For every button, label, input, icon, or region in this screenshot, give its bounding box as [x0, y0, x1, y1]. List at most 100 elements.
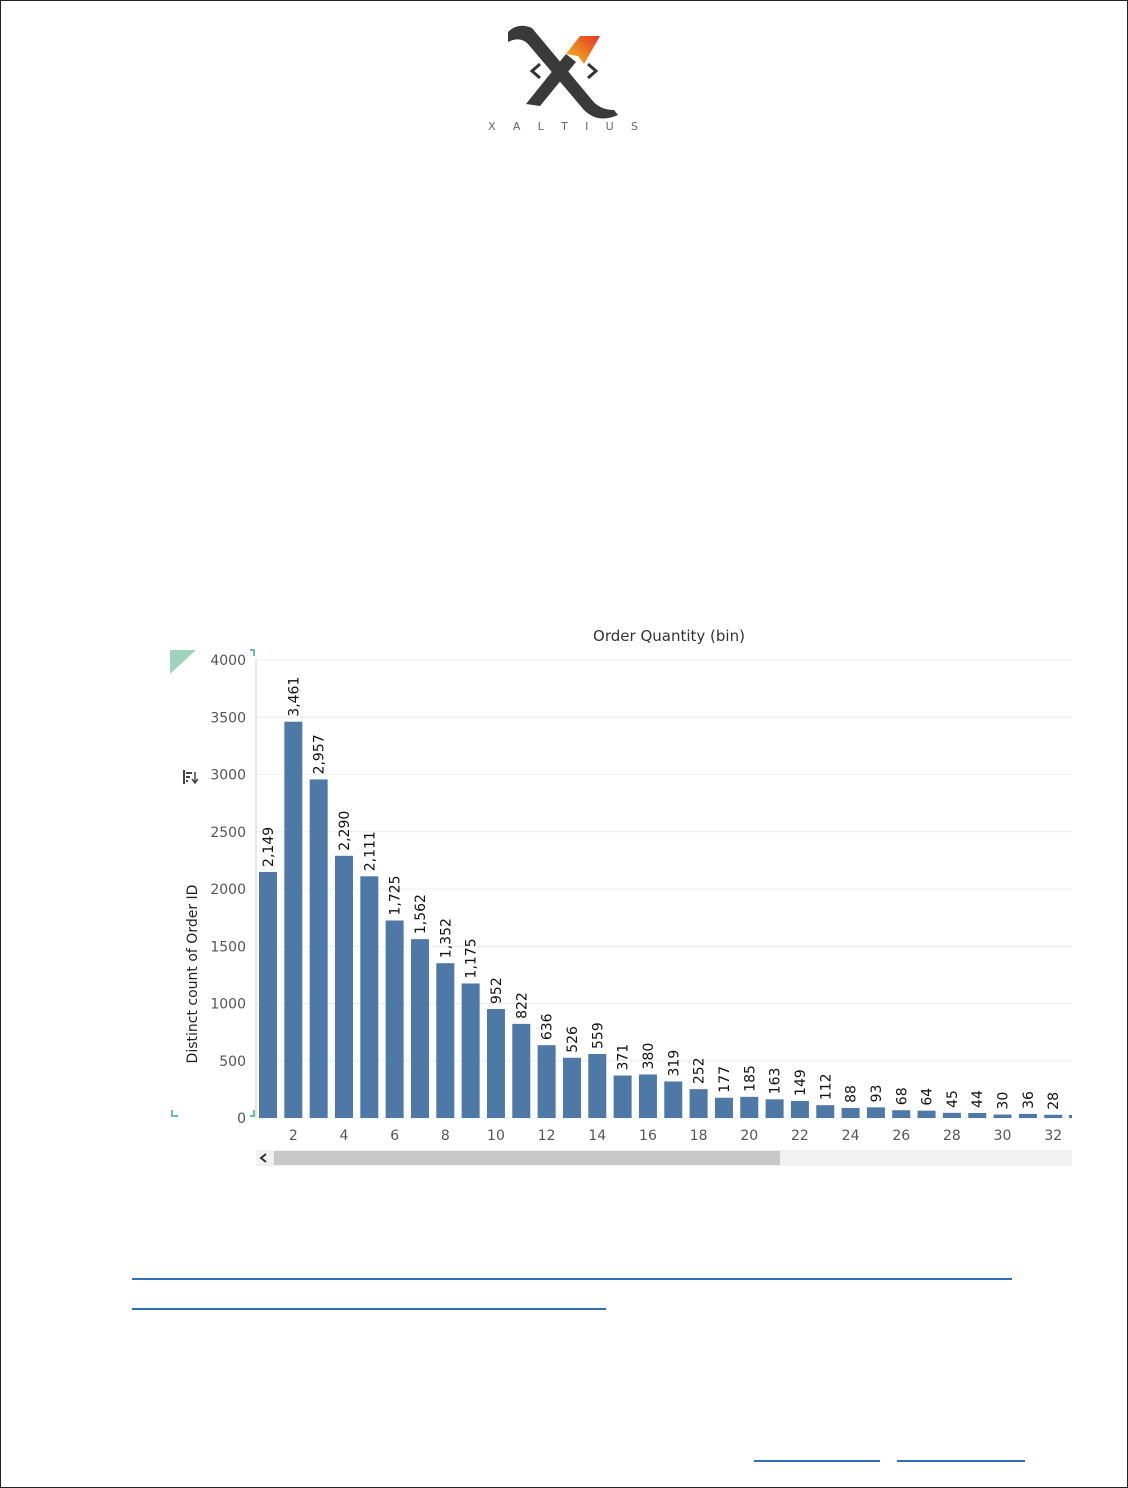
bar-data-label: 3,461: [286, 677, 302, 717]
bar-data-label: 1,175: [464, 938, 480, 978]
bar-data-label: 252: [692, 1057, 708, 1084]
bar-data-label: 68: [894, 1087, 910, 1105]
histogram-bar[interactable]: [765, 1099, 784, 1118]
x-tick-label: 8: [441, 1128, 450, 1144]
bar-data-label: 36: [1021, 1091, 1037, 1109]
bar-data-label: 88: [844, 1085, 860, 1103]
bar-data-label: 380: [641, 1043, 657, 1070]
histogram-bar[interactable]: [968, 1112, 987, 1118]
bar-data-label: 45: [945, 1090, 961, 1108]
y-tick-label: 3000: [210, 768, 246, 784]
selection-marker-icon: [170, 650, 196, 674]
bar-data-label: 952: [489, 977, 505, 1004]
scrollbar-thumb[interactable]: [274, 1151, 780, 1165]
histogram-bar[interactable]: [436, 963, 455, 1118]
histogram-bar[interactable]: [816, 1105, 835, 1118]
histogram-bar[interactable]: [461, 983, 480, 1118]
y-tick-label: 3500: [210, 710, 246, 726]
bar-data-label: 44: [970, 1090, 986, 1108]
link-underline[interactable]: [897, 1460, 1025, 1462]
bar-data-label: 93: [869, 1085, 885, 1103]
histogram-bar[interactable]: [410, 939, 429, 1118]
histogram-bar[interactable]: [892, 1110, 911, 1118]
scroll-left-icon[interactable]: [259, 1153, 267, 1163]
histogram-bar[interactable]: [284, 721, 303, 1118]
histogram-bar[interactable]: [714, 1097, 733, 1118]
histogram-bar[interactable]: [917, 1110, 936, 1118]
x-tick-label: 30: [994, 1128, 1012, 1144]
bar-data-label: 30: [996, 1092, 1012, 1110]
chart-title: Order Quantity (bin): [593, 627, 745, 645]
x-tick-label: 14: [588, 1128, 606, 1144]
histogram-bar[interactable]: [689, 1089, 708, 1118]
bar-data-label: 559: [590, 1022, 606, 1049]
histogram-bar[interactable]: [259, 871, 277, 1118]
x-tick-label: 24: [842, 1128, 860, 1144]
link-underline[interactable]: [754, 1460, 880, 1462]
bar-data-label: 64: [920, 1088, 936, 1106]
y-tick-label: 4000: [210, 653, 246, 669]
bar-data-label: 2,149: [261, 827, 277, 867]
corner-bracket-icon: [171, 1110, 178, 1117]
histogram-bar[interactable]: [512, 1023, 531, 1118]
histogram-bar[interactable]: [613, 1075, 632, 1118]
y-tick-label: 500: [219, 1054, 246, 1070]
xaltius-logo: [508, 25, 618, 119]
histogram-chart: Order Quantity (bin) 0 500 1000 1500 2000 250…: [160, 620, 1080, 1180]
sort-icon[interactable]: [183, 770, 199, 785]
x-tick-label: 22: [791, 1128, 809, 1144]
bar-data-label: 163: [768, 1068, 784, 1095]
histogram-bar[interactable]: [385, 920, 404, 1118]
histogram-bar[interactable]: [309, 779, 328, 1118]
y-tick-label: 0: [237, 1111, 246, 1127]
bar-data-label: 2,957: [312, 734, 328, 774]
histogram-bar[interactable]: [1044, 1114, 1063, 1118]
x-tick-label: 2: [289, 1128, 298, 1144]
histogram-bar[interactable]: [486, 1008, 505, 1118]
x-tick-label: 20: [740, 1128, 758, 1144]
link-underline[interactable]: [132, 1278, 1012, 1280]
bar-data-label: 185: [742, 1065, 758, 1092]
x-tick-label: 6: [390, 1128, 399, 1144]
bar-data-label: 177: [717, 1066, 733, 1093]
histogram-bar[interactable]: [942, 1112, 961, 1118]
x-tick-label: 16: [639, 1128, 657, 1144]
histogram-bar[interactable]: [1018, 1113, 1037, 1118]
histogram-bar[interactable]: [740, 1096, 759, 1118]
bar-data-label: 2,290: [337, 811, 353, 851]
corner-bracket-icon: [250, 1110, 255, 1117]
histogram-bar[interactable]: [638, 1074, 657, 1118]
y-tick-label: 2000: [210, 882, 246, 898]
x-tick-label: 26: [892, 1128, 910, 1144]
bar-data-label: 822: [514, 992, 530, 1019]
bar-data-label: 28: [1046, 1092, 1062, 1110]
histogram-bar[interactable]: [993, 1114, 1012, 1118]
histogram-bar[interactable]: [562, 1057, 581, 1118]
histogram-bar[interactable]: [334, 855, 353, 1118]
link-underline[interactable]: [132, 1308, 606, 1310]
histogram-bar[interactable]: [841, 1107, 860, 1118]
histogram-bar[interactable]: [664, 1081, 683, 1118]
bar-data-label: 2,111: [362, 831, 378, 871]
x-tick-label: 12: [538, 1128, 556, 1144]
x-tick-label: 28: [943, 1128, 961, 1144]
bar-data-label: 112: [818, 1073, 834, 1100]
bar-data-label: 526: [565, 1026, 581, 1053]
bar-data-label: 1,352: [438, 918, 454, 958]
histogram-bar[interactable]: [537, 1045, 556, 1118]
y-tick-label: 2500: [210, 825, 246, 841]
histogram-bar-partial: [1069, 1115, 1072, 1118]
histogram-bar[interactable]: [866, 1107, 885, 1118]
x-tick-label: 18: [690, 1128, 708, 1144]
bar-data-label: 636: [540, 1013, 556, 1040]
bar-data-label: 319: [666, 1050, 682, 1077]
x-tick-label: 32: [1044, 1128, 1062, 1144]
bar-data-label: 149: [793, 1069, 809, 1096]
corner-bracket-icon: [250, 649, 255, 656]
histogram-bar[interactable]: [360, 876, 379, 1118]
y-axis-label: Distinct count of Order ID: [185, 885, 201, 1064]
chart-svg: 0 500 1000 1500 2000 2500 3000 3500 4000 2,149 3,…: [170, 649, 1072, 1166]
y-tick-label: 1000: [210, 997, 246, 1013]
histogram-bar[interactable]: [588, 1053, 607, 1118]
histogram-bar[interactable]: [790, 1100, 809, 1118]
